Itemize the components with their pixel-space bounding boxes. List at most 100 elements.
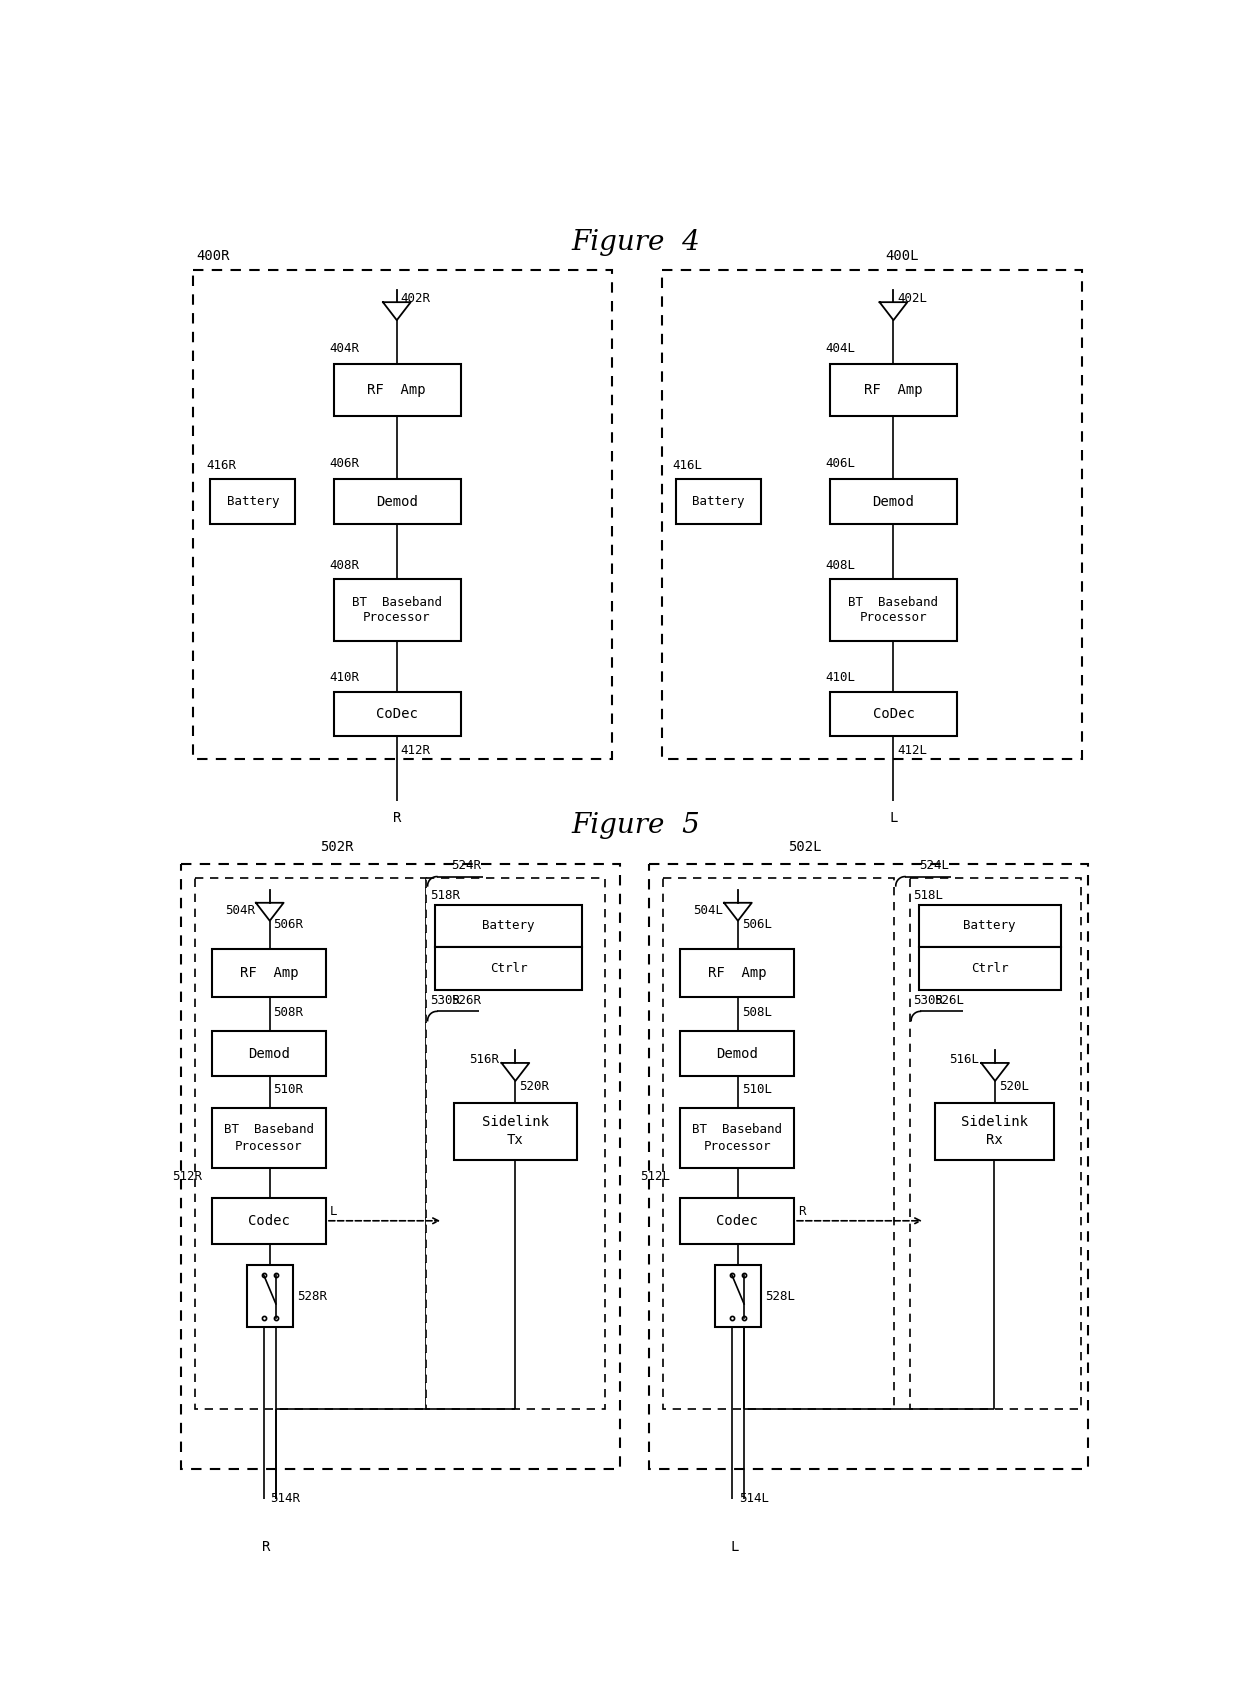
Text: 530R: 530R [914, 994, 944, 1007]
Text: Demod: Demod [873, 495, 914, 509]
Text: R: R [393, 812, 401, 825]
Bar [435, 904, 582, 948]
Bar [831, 579, 957, 642]
Text: 416R: 416R [207, 460, 237, 472]
Text: 526R: 526R [450, 994, 481, 1007]
Bar [334, 692, 461, 736]
Text: Ctrlr: Ctrlr [490, 962, 527, 975]
Text: RF  Amp: RF Amp [239, 967, 299, 980]
Text: Processor: Processor [236, 1140, 303, 1152]
Text: BT  Baseband: BT Baseband [352, 596, 441, 610]
Bar [427, 877, 605, 1410]
Bar [212, 950, 326, 997]
Text: BT  Baseband: BT Baseband [692, 1123, 782, 1135]
Text: 508L: 508L [742, 1005, 771, 1019]
Text: Battery: Battery [482, 919, 534, 933]
Text: Figure  4: Figure 4 [572, 229, 699, 256]
Bar [334, 364, 461, 416]
Bar [919, 948, 1061, 990]
Text: 512R: 512R [172, 1170, 202, 1182]
Text: CoDec: CoDec [873, 707, 914, 721]
Text: Tx: Tx [507, 1133, 523, 1147]
Text: L: L [330, 1206, 337, 1218]
Bar [181, 864, 620, 1468]
Bar [454, 1103, 577, 1160]
Text: Demod: Demod [376, 495, 418, 509]
Bar [212, 1108, 326, 1169]
Text: Demod: Demod [717, 1047, 758, 1061]
Text: 504L: 504L [693, 904, 723, 918]
Text: Battery: Battery [227, 495, 279, 509]
Text: 406R: 406R [329, 458, 360, 470]
Text: 404R: 404R [329, 342, 360, 355]
Text: 516L: 516L [949, 1052, 978, 1066]
Text: 520R: 520R [520, 1079, 549, 1093]
Text: Processor: Processor [859, 611, 928, 625]
Text: Rx: Rx [986, 1133, 1003, 1147]
Text: 518R: 518R [430, 889, 460, 901]
Bar [662, 269, 1083, 759]
Text: 506R: 506R [274, 918, 304, 931]
Text: 516R: 516R [469, 1052, 500, 1066]
Text: 528L: 528L [765, 1290, 795, 1303]
Text: 528R: 528R [296, 1290, 326, 1303]
Bar [935, 1103, 1054, 1160]
Bar [831, 364, 957, 416]
Text: 402R: 402R [401, 291, 430, 305]
Bar [211, 480, 295, 524]
Text: 502R: 502R [320, 840, 353, 854]
Bar [212, 1031, 326, 1076]
Text: Sidelink: Sidelink [961, 1115, 1028, 1128]
Bar [919, 904, 1061, 948]
Text: 406L: 406L [826, 458, 856, 470]
Text: 514L: 514L [739, 1492, 769, 1505]
Text: 530R: 530R [430, 994, 460, 1007]
Text: RF  Amp: RF Amp [367, 382, 427, 397]
Text: 416L: 416L [672, 460, 702, 472]
Text: RF  Amp: RF Amp [864, 382, 923, 397]
Text: Demod: Demod [248, 1047, 290, 1061]
Text: L: L [889, 812, 898, 825]
Bar [334, 480, 461, 524]
Text: Sidelink: Sidelink [482, 1115, 549, 1128]
Bar [212, 1197, 326, 1244]
Bar [681, 1108, 794, 1169]
Bar [435, 948, 582, 990]
Text: 504R: 504R [226, 904, 255, 918]
Text: Processor: Processor [703, 1140, 771, 1152]
Text: Battery: Battery [692, 495, 745, 509]
Text: 524R: 524R [450, 859, 481, 872]
Bar [714, 1265, 761, 1327]
Bar [650, 864, 1089, 1468]
Text: BT  Baseband: BT Baseband [224, 1123, 314, 1135]
Text: Figure  5: Figure 5 [572, 812, 699, 839]
Bar [192, 269, 613, 759]
Text: RF  Amp: RF Amp [708, 967, 766, 980]
Text: 410R: 410R [329, 672, 360, 684]
Text: L: L [730, 1541, 739, 1554]
Text: CoDec: CoDec [376, 707, 418, 721]
Bar [334, 579, 461, 642]
Bar [910, 877, 1080, 1410]
Text: R: R [799, 1206, 806, 1218]
Bar [681, 950, 794, 997]
Bar [676, 480, 761, 524]
Bar [831, 480, 957, 524]
Text: 524L: 524L [919, 859, 949, 872]
Text: 404L: 404L [826, 342, 856, 355]
Bar [831, 692, 957, 736]
Bar [681, 1197, 794, 1244]
Text: 400L: 400L [885, 249, 919, 263]
Text: R: R [263, 1541, 270, 1554]
Text: 412L: 412L [898, 744, 928, 756]
Bar [681, 1031, 794, 1076]
Text: 510R: 510R [274, 1083, 304, 1096]
Text: 408R: 408R [329, 559, 360, 573]
Text: 510L: 510L [742, 1083, 771, 1096]
Text: 412R: 412R [401, 744, 430, 756]
Text: Processor: Processor [363, 611, 430, 625]
Text: 526L: 526L [934, 994, 965, 1007]
Bar [195, 877, 427, 1410]
Text: 506L: 506L [742, 918, 771, 931]
Text: Battery: Battery [963, 919, 1016, 933]
